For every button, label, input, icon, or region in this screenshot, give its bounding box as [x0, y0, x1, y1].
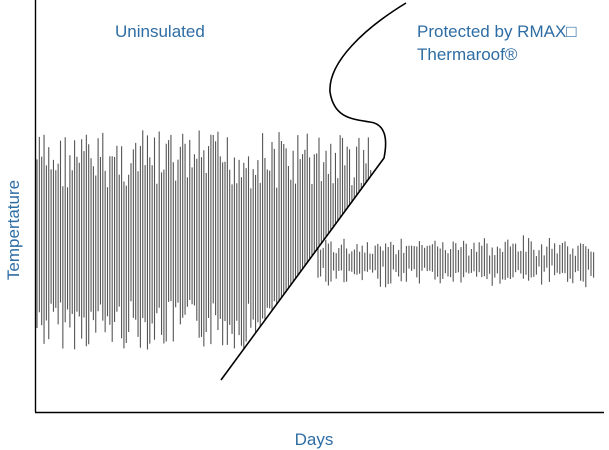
annotation-protected-line2: Thermaroof®	[417, 45, 518, 64]
insulation-boundary-curve	[220, 2, 407, 381]
x-axis-label: Days	[295, 430, 334, 449]
annotation-uninsulated: Uninsulated	[115, 22, 205, 41]
annotation-protected-line1: Protected by RMAX□	[417, 22, 577, 41]
y-axis-label: Tempertature	[4, 180, 23, 280]
temperature-series	[36, 130, 595, 350]
